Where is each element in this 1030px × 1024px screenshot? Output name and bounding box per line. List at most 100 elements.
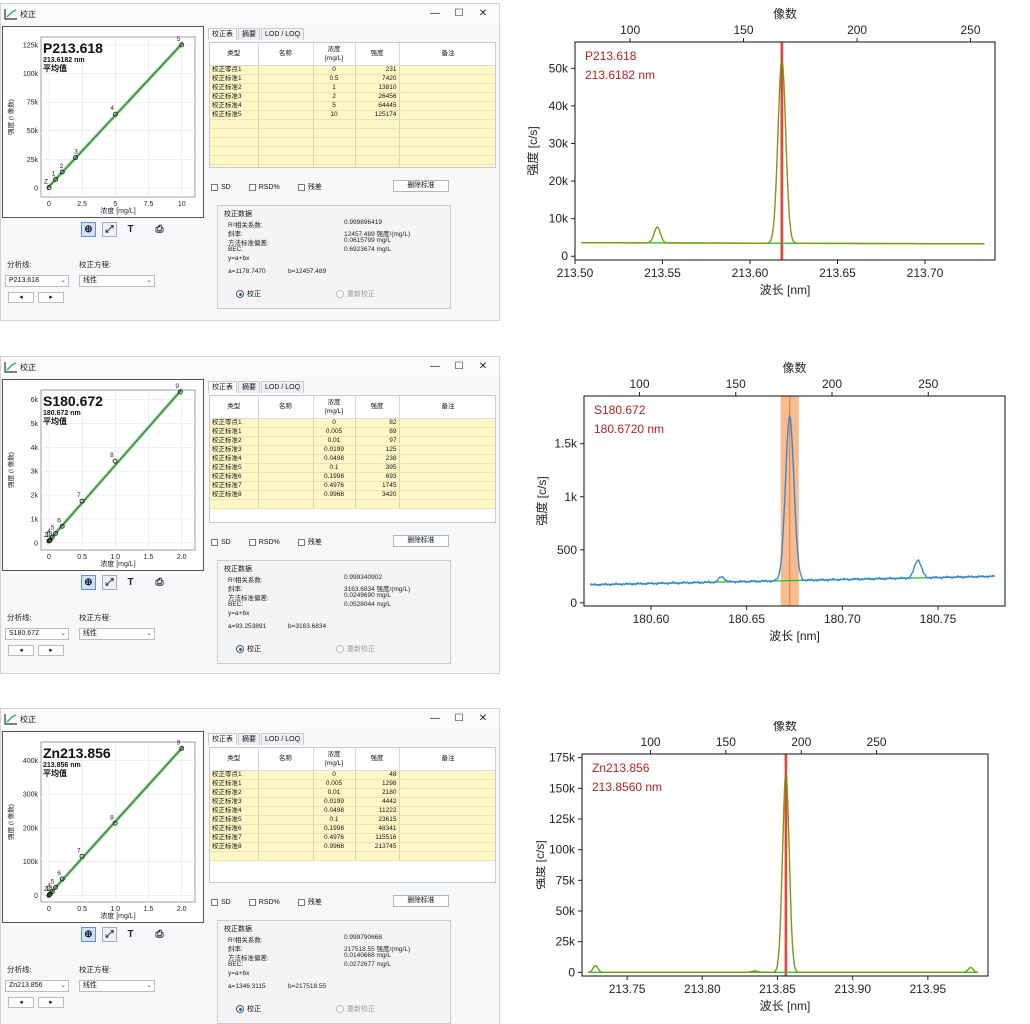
data-point[interactable] <box>73 155 78 161</box>
checkbox-residual[interactable]: 残差 <box>297 537 322 547</box>
table-row[interactable]: 校正零点1 0 231 <box>210 65 495 75</box>
calibration-curve-chart[interactable]: 0 1k 2k 3k 4k 5k 6k 0 0.5 1.0 1.5 2.0 浓度 [mg/L] 强度 (I… <box>2 379 204 571</box>
spectrum-chart[interactable]: 0 25k 50k 75k 100k 125k 150k 175k 213.75 213.80 21… <box>536 721 1024 1021</box>
equation-select[interactable]: 线性 ⌄ <box>79 275 155 287</box>
column-header[interactable]: 浓度 [mg/L] <box>313 43 356 66</box>
table-row[interactable]: 校正标准3 0.0199 4442 <box>210 797 495 807</box>
table-row[interactable]: 校正零点1 0 82 <box>210 418 495 428</box>
fit-view-icon[interactable]: ⤢ <box>102 575 117 590</box>
minimize-icon[interactable]: — <box>430 8 440 19</box>
calibration-curve-chart[interactable]: 0 100k 200k 300k 400k 0 0.5 1.0 1.5 2.0 浓度 [mg/L] 强… <box>2 731 204 923</box>
table-row[interactable]: 校正标准2 0.01 97 <box>210 436 495 446</box>
checkbox-icon[interactable] <box>297 183 305 191</box>
tab-lod-loq[interactable]: LOD / LOQ <box>261 381 305 393</box>
delete-standard-button[interactable]: 删除标准 <box>393 535 449 547</box>
table-row[interactable]: 校正标准4 5 64445 <box>210 101 495 111</box>
minimize-icon[interactable]: — <box>430 361 440 372</box>
checkbox-sd[interactable]: SD <box>211 898 231 906</box>
prev-line-button[interactable]: ◂ <box>8 292 34 303</box>
next-line-button[interactable]: ▸ <box>38 997 64 1008</box>
column-header[interactable]: 浓度 [mg/L] <box>313 396 356 419</box>
data-point[interactable] <box>47 892 53 897</box>
column-header[interactable]: 浓度 [mg/L] <box>313 748 356 771</box>
analysis-line-select[interactable]: Zn213.856 ⌄ <box>5 980 69 992</box>
data-point[interactable] <box>112 820 118 826</box>
checkbox-residual[interactable]: 残差 <box>297 182 322 192</box>
checkbox-icon[interactable] <box>297 538 305 546</box>
table-row[interactable]: 校正零点1 0 48 <box>210 770 495 780</box>
calibrate-radio[interactable]: 校正 <box>236 644 261 654</box>
radio-icon[interactable] <box>336 645 344 653</box>
data-point[interactable] <box>49 889 55 894</box>
column-header[interactable]: 类型 <box>210 396 259 419</box>
column-header[interactable]: 强度 <box>355 396 400 419</box>
data-point[interactable] <box>53 884 59 890</box>
equation-select[interactable]: 线性 ⌄ <box>79 628 155 640</box>
minimize-icon[interactable]: — <box>430 713 440 724</box>
fit-view-icon[interactable]: ⤢ <box>102 222 117 237</box>
tab-calibration-table[interactable]: 校正表 <box>208 381 237 393</box>
prev-line-button[interactable]: ◂ <box>8 997 34 1008</box>
print-icon[interactable]: ⎙ <box>155 929 164 940</box>
tab-calibration-table[interactable]: 校正表 <box>208 28 237 40</box>
data-point[interactable] <box>46 185 52 191</box>
table-row[interactable]: 校正标准3 0.0199 125 <box>210 445 495 455</box>
radio-icon[interactable] <box>336 1005 344 1013</box>
radio-icon[interactable] <box>336 290 344 298</box>
calibrate-radio[interactable]: 校正 <box>236 1004 261 1014</box>
calibrate-radio[interactable]: 校正 <box>236 289 261 299</box>
column-header[interactable]: 类型 <box>210 43 259 66</box>
next-line-button[interactable]: ▸ <box>38 292 64 303</box>
zoom-icon[interactable]: ⊕ <box>81 575 96 590</box>
table-row[interactable]: 校正标准6 0.1998 693 <box>210 472 495 482</box>
title-bar[interactable]: 校正 — ☐ ✕ <box>1 357 499 377</box>
checkbox-rsd[interactable]: RSD% <box>248 183 280 191</box>
tab-lod-loq[interactable]: LOD / LOQ <box>261 733 305 745</box>
text-tool-icon[interactable]: T <box>127 577 134 588</box>
text-tool-icon[interactable]: T <box>127 224 134 235</box>
data-point[interactable] <box>47 538 53 543</box>
equation-select[interactable]: 线性 ⌄ <box>79 980 155 992</box>
zoom-icon[interactable]: ⊕ <box>81 927 96 942</box>
print-icon[interactable]: ⎙ <box>155 577 164 588</box>
radio-selected-icon[interactable] <box>236 1005 244 1013</box>
recalibrate-radio[interactable]: 重新校正 <box>336 1004 375 1014</box>
table-row[interactable]: 校正标准6 0.1998 48341 <box>210 824 495 834</box>
checkbox-icon[interactable] <box>211 898 218 906</box>
table-row[interactable]: 校正标准8 0.9968 3420 <box>210 490 495 500</box>
table-row[interactable]: 校正标准4 0.0498 11222 <box>210 806 495 816</box>
checkbox-sd[interactable]: SD <box>211 538 231 546</box>
table-row[interactable]: 校正标准5 0.1 395 <box>210 463 495 473</box>
table-row[interactable]: 校正标准4 0.0498 238 <box>210 454 495 464</box>
prev-line-button[interactable]: ◂ <box>8 645 34 656</box>
data-point[interactable] <box>59 876 65 882</box>
table-row[interactable]: 校正标准1 0.005 1298 <box>210 779 495 789</box>
checkbox-rsd[interactable]: RSD% <box>248 538 280 546</box>
tab-summary[interactable]: 摘要 <box>238 381 260 393</box>
checkbox-icon[interactable] <box>248 538 256 546</box>
text-tool-icon[interactable]: T <box>127 929 134 940</box>
table-row[interactable]: 校正标准3 2 26456 <box>210 92 495 102</box>
analysis-line-select[interactable]: S180.672 ⌄ <box>5 628 69 640</box>
print-icon[interactable]: ⎙ <box>155 224 164 235</box>
data-point[interactable] <box>79 853 85 859</box>
maximize-icon[interactable]: ☐ <box>454 361 464 372</box>
column-header[interactable]: 名称 <box>258 43 314 66</box>
checkbox-icon[interactable] <box>211 538 218 546</box>
delete-standard-button[interactable]: 删除标准 <box>393 895 449 907</box>
maximize-icon[interactable]: ☐ <box>454 8 464 19</box>
data-point[interactable] <box>179 745 185 751</box>
table-row[interactable]: 校正标准2 1 13810 <box>210 83 495 93</box>
close-icon[interactable]: ✕ <box>478 361 488 372</box>
column-header[interactable]: 备注 <box>399 748 495 771</box>
tab-summary[interactable]: 摘要 <box>238 733 260 745</box>
fit-view-icon[interactable]: ⤢ <box>102 927 117 942</box>
table-row[interactable]: 校正标准8 0.9968 213745 <box>210 842 495 852</box>
spectrum-chart[interactable]: 0 10k 20k 30k 40k 50k 213.50 213.55 213.60 213.65… <box>527 0 1023 316</box>
table-row[interactable]: 校正标准5 0.1 23615 <box>210 815 495 825</box>
column-header[interactable]: 强度 <box>355 43 400 66</box>
checkbox-icon[interactable] <box>248 898 256 906</box>
table-row[interactable]: 校正标准5 10 125174 <box>210 110 495 120</box>
column-header[interactable]: 名称 <box>258 396 314 419</box>
data-point[interactable] <box>79 498 85 504</box>
